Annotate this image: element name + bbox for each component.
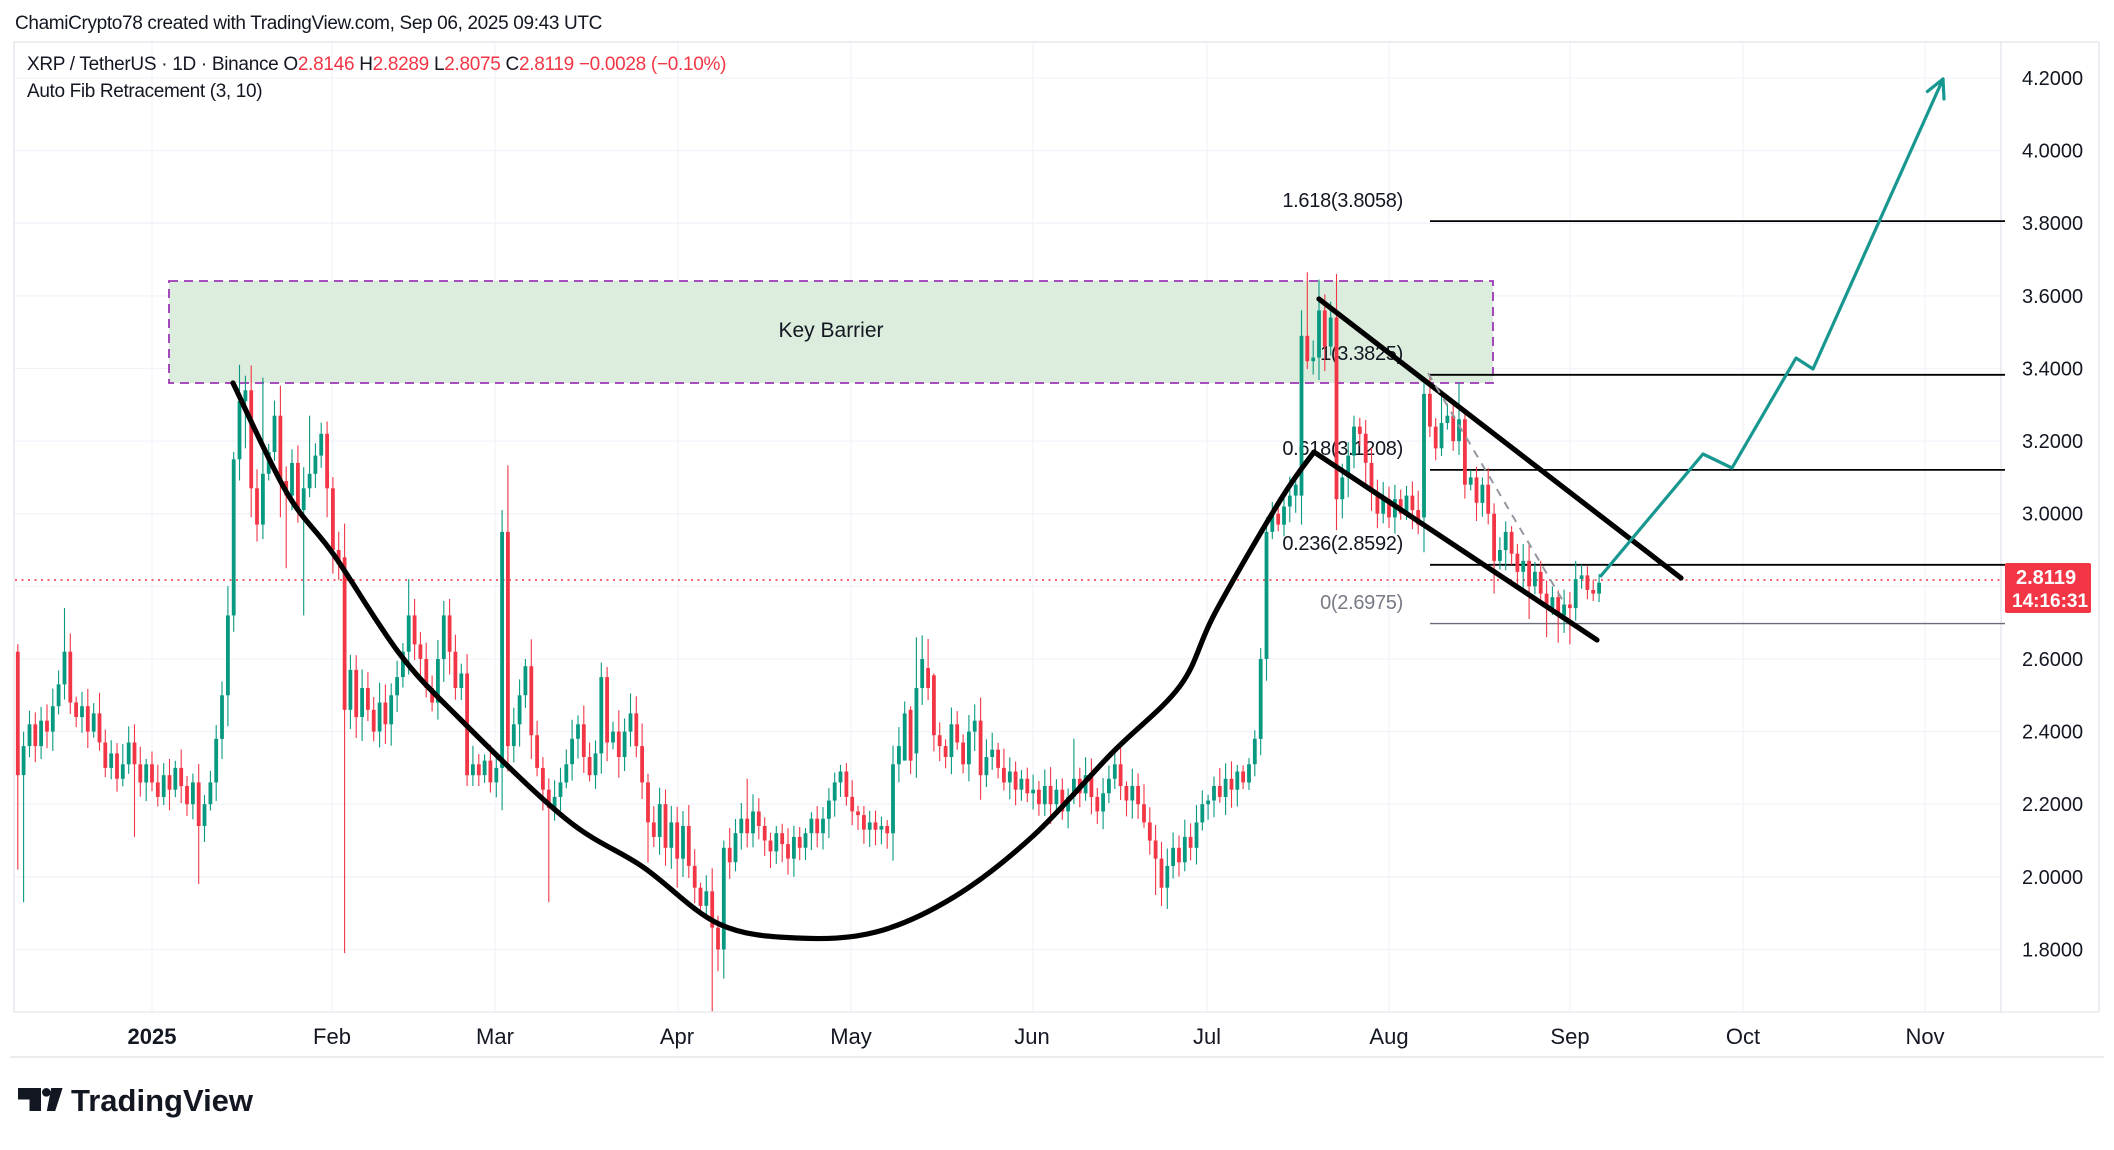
svg-text:May: May <box>830 1024 872 1049</box>
svg-text:TradingView: TradingView <box>71 1083 254 1118</box>
svg-text:Nov: Nov <box>1905 1024 1944 1049</box>
svg-text:0(2.6975): 0(2.6975) <box>1320 592 1403 614</box>
svg-text:2.6000: 2.6000 <box>2022 649 2083 671</box>
svg-text:0.236(2.8592): 0.236(2.8592) <box>1282 533 1403 555</box>
svg-text:14:16:31: 14:16:31 <box>2012 591 2088 612</box>
svg-text:Feb: Feb <box>313 1024 351 1049</box>
svg-text:Key Barrier: Key Barrier <box>778 319 883 342</box>
svg-text:Aug: Aug <box>1369 1024 1408 1049</box>
svg-text:Jun: Jun <box>1014 1024 1049 1049</box>
svg-text:XRP / TetherUS · 1D · Binance: XRP / TetherUS · 1D · Binance O2.8146 H2… <box>27 54 726 75</box>
svg-text:Mar: Mar <box>476 1024 514 1049</box>
svg-text:Sep: Sep <box>1550 1024 1589 1049</box>
svg-text:4.2000: 4.2000 <box>2022 68 2083 90</box>
svg-text:ChamiCrypto78 created with Tra: ChamiCrypto78 created with TradingView.c… <box>15 13 602 34</box>
svg-text:Apr: Apr <box>660 1024 694 1049</box>
svg-text:3.4000: 3.4000 <box>2022 359 2083 381</box>
svg-text:1.618(3.8058): 1.618(3.8058) <box>1282 190 1403 212</box>
svg-text:Oct: Oct <box>1726 1024 1760 1049</box>
svg-text:3.2000: 3.2000 <box>2022 431 2083 453</box>
svg-text:2025: 2025 <box>128 1024 177 1049</box>
svg-text:2.8119: 2.8119 <box>2016 567 2076 589</box>
svg-text:3.0000: 3.0000 <box>2022 504 2083 526</box>
svg-text:2.0000: 2.0000 <box>2022 867 2083 889</box>
svg-text:Jul: Jul <box>1193 1024 1221 1049</box>
svg-text:2.4000: 2.4000 <box>2022 722 2083 744</box>
svg-text:2.2000: 2.2000 <box>2022 794 2083 816</box>
svg-text:3.6000: 3.6000 <box>2022 286 2083 308</box>
svg-text:Auto Fib Retracement (3, 10): Auto Fib Retracement (3, 10) <box>27 81 262 102</box>
svg-text:4.0000: 4.0000 <box>2022 141 2083 163</box>
svg-text:1.8000: 1.8000 <box>2022 939 2083 961</box>
svg-text:3.8000: 3.8000 <box>2022 213 2083 235</box>
